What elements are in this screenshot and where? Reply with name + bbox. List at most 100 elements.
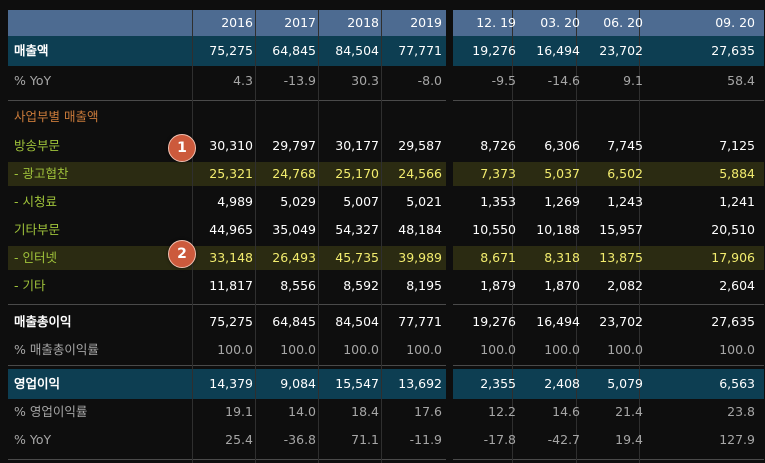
table-cell: 1,243 [607,194,643,209]
table-cell: 5,884 [719,166,755,181]
column-header: 2019 [410,15,442,30]
table-cell: 13,875 [599,250,643,265]
table-cell: -17.8 [483,432,516,447]
table-cell: 2,082 [607,278,643,293]
column-divider [318,10,319,463]
row-label: 방송부문 [14,138,61,153]
table-cell: 39,989 [398,250,442,265]
table-cell: 23,702 [599,43,643,58]
table-cell: 15,547 [335,376,379,391]
table-cell: 1,241 [719,194,755,209]
row-label: - 광고협찬 [14,166,69,181]
table-cell: 35,049 [272,222,316,237]
column-divider [381,10,382,463]
row-label: - 시청료 [14,194,57,209]
table-cell: 23,702 [599,314,643,329]
row-label: % 영업이익률 [14,404,88,419]
row-label: % YoY [14,432,52,447]
column-header: 2017 [284,15,316,30]
table-cell: 23.8 [727,404,755,419]
table-cell: 26,493 [272,250,316,265]
table-cell: -42.7 [547,432,580,447]
table-cell: 10,188 [536,222,580,237]
table-cell: 5,021 [406,194,442,209]
table-cell: 25,170 [335,166,379,181]
row-divider [8,365,446,366]
row-label: 매출액 [14,43,49,58]
table-cell: 14,379 [209,376,253,391]
row-label: 사업부별 매출액 [14,109,99,124]
table-cell: 7,745 [607,138,643,153]
table-cell: 5,007 [343,194,379,209]
table-cell: -8.0 [417,73,442,88]
table-cell: 25,321 [209,166,253,181]
column-divider [255,10,256,463]
table-cell: 84,504 [335,43,379,58]
table-cell: 45,735 [335,250,379,265]
table-cell: 8,195 [406,278,442,293]
table-cell: 13,692 [398,376,442,391]
table-cell: 7,373 [480,166,516,181]
table-cell: 100.0 [217,342,253,357]
row-divider [8,100,446,101]
table-cell: 77,771 [398,314,442,329]
column-divider [639,10,640,463]
table-cell: 19.4 [615,432,643,447]
row-divider [453,365,764,366]
row-label: 매출총이익 [14,314,72,329]
row-highlight-bg [8,246,446,270]
row-label: - 인터넷 [14,250,57,265]
table-cell: 29,587 [398,138,442,153]
table-cell: 4.3 [233,73,253,88]
table-cell: 100.0 [406,342,442,357]
table-cell: 16,494 [536,314,580,329]
table-cell: 100.0 [544,342,580,357]
column-header: 2018 [347,15,379,30]
table-cell: 6,502 [607,166,643,181]
table-cell: 19,276 [472,314,516,329]
table-cell: 17.6 [414,404,442,419]
table-cell: 5,029 [280,194,316,209]
table-cell: 33,148 [209,250,253,265]
table-cell: 17,906 [711,250,755,265]
table-cell: 2,604 [719,278,755,293]
table-cell: 100.0 [719,342,755,357]
table-cell: 100.0 [607,342,643,357]
table-cell: 75,275 [209,43,253,58]
table-cell: 11,817 [209,278,253,293]
row-divider [8,304,446,305]
table-cell: 9.1 [623,73,643,88]
table-cell: -11.9 [409,432,442,447]
table-cell: 1,269 [544,194,580,209]
table-cell: 5,037 [544,166,580,181]
column-header: 2016 [221,15,253,30]
table-cell: 29,797 [272,138,316,153]
row-label: 기타부문 [14,222,61,237]
table-cell: 14.0 [288,404,316,419]
table-cell: -14.6 [547,73,580,88]
table-cell: 4,989 [217,194,253,209]
table-cell: 2,408 [544,376,580,391]
table-cell: 10,550 [472,222,516,237]
row-band-bg [453,369,764,399]
table-cell: -9.5 [491,73,516,88]
header-bar-right [453,10,764,36]
row-band-bg [8,369,446,399]
table-cell: 64,845 [272,314,316,329]
table-cell: 9,084 [280,376,316,391]
table-cell: 8,726 [480,138,516,153]
row-highlight-bg [453,162,764,186]
table-cell: -36.8 [283,432,316,447]
table-cell: 100.0 [343,342,379,357]
table-cell: 71.1 [351,432,379,447]
table-cell: 54,327 [335,222,379,237]
table-cell: 8,671 [480,250,516,265]
row-highlight-bg [8,162,446,186]
row-divider [453,100,764,101]
row-divider [8,459,446,460]
table-cell: 30,177 [335,138,379,153]
table-cell: 6,306 [544,138,580,153]
table-cell: 27,635 [711,314,755,329]
table-cell: 8,556 [280,278,316,293]
table-cell: 2,355 [480,376,516,391]
